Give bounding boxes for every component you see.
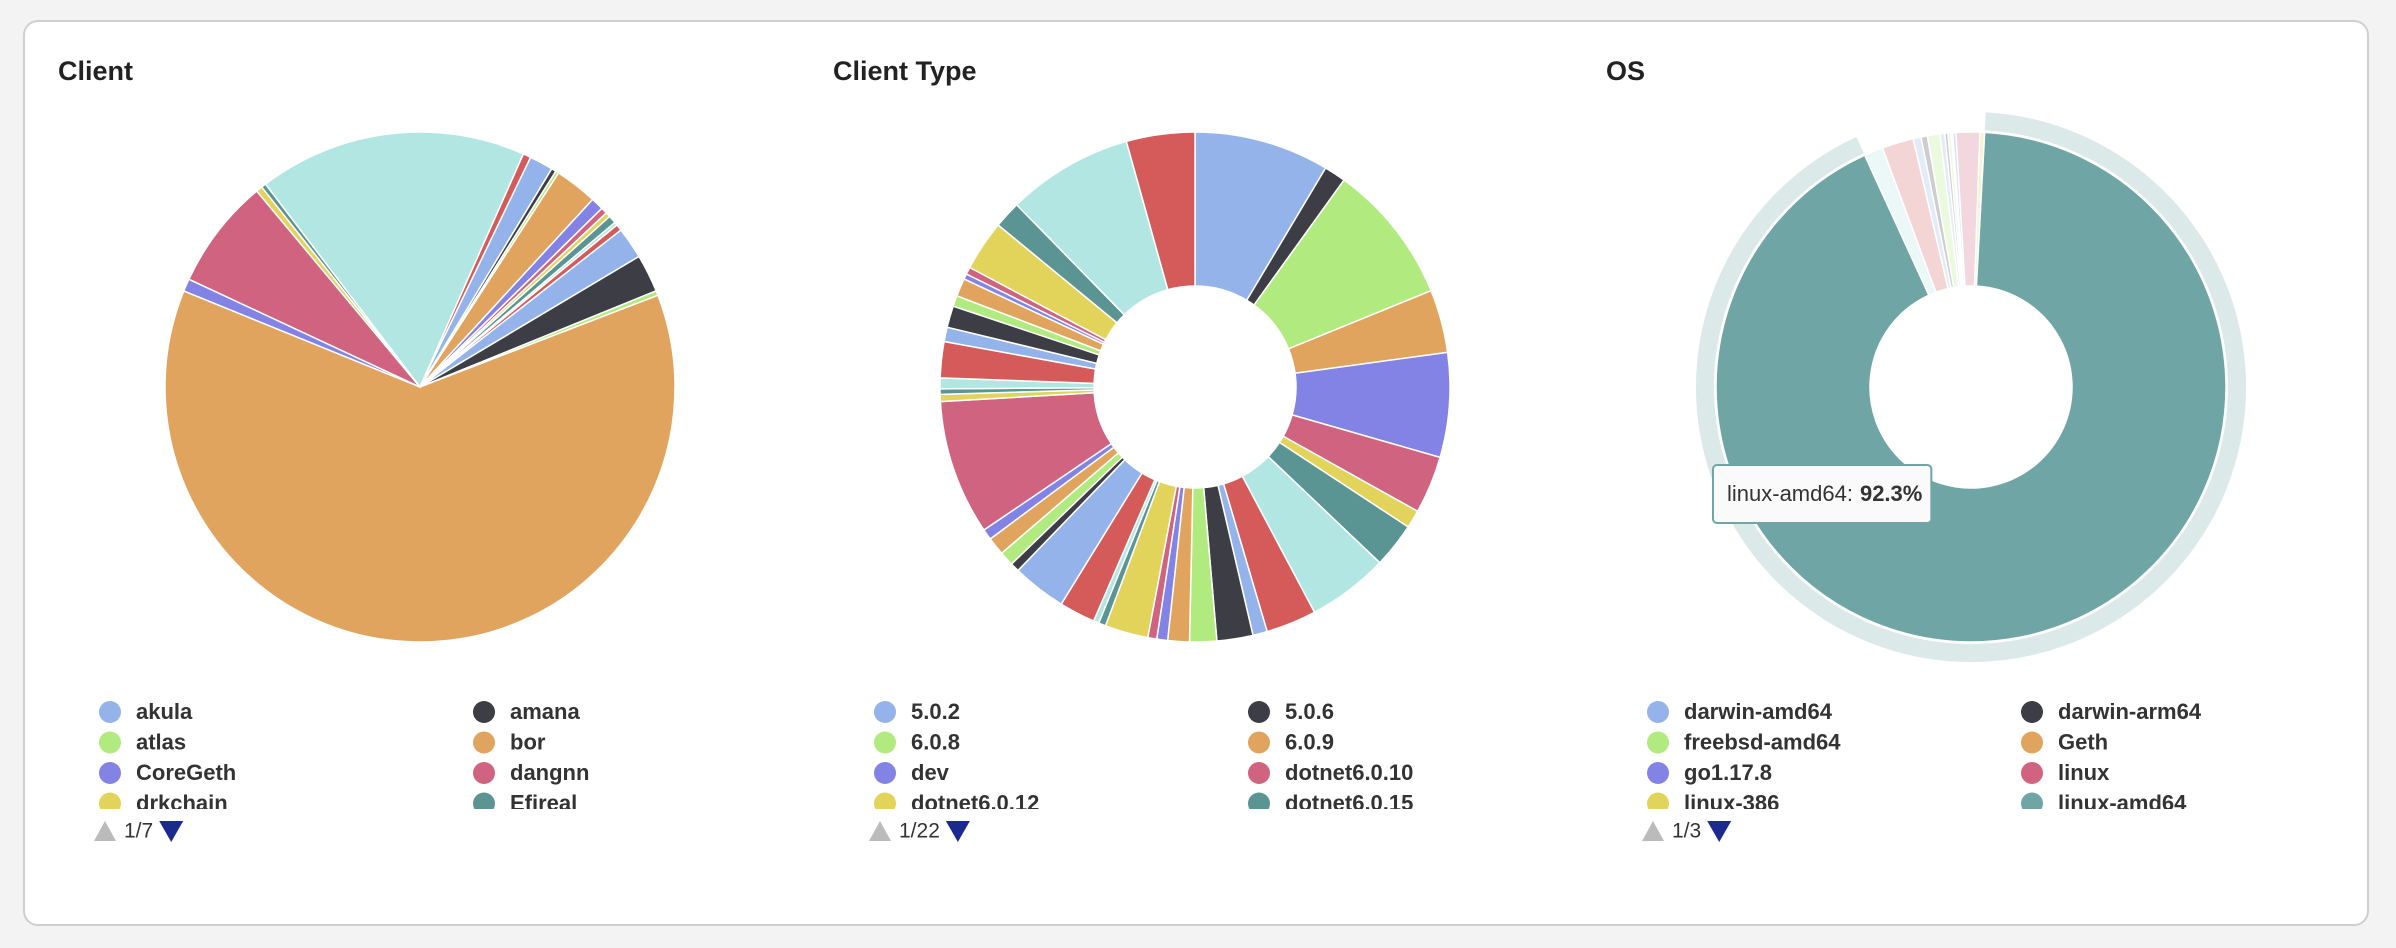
legend-label[interactable]: amana bbox=[510, 699, 580, 724]
legend-marker bbox=[99, 731, 121, 754]
legend-marker bbox=[874, 731, 896, 754]
legend-marker bbox=[1647, 762, 1669, 784]
legend-label[interactable]: 5.0.2 bbox=[911, 699, 960, 724]
chart: Client akula amana atlas bor CoreGeth dangnn dr… bbox=[58, 56, 676, 843]
slice[interactable] bbox=[264, 131, 525, 389]
slice[interactable] bbox=[1881, 137, 1949, 294]
slice[interactable] bbox=[1955, 131, 1981, 287]
slice[interactable] bbox=[1920, 134, 1955, 289]
legend-label[interactable]: 5.0.6 bbox=[1285, 699, 1334, 724]
legend-label[interactable]: dotnet6.0.12 bbox=[911, 790, 1039, 815]
legend-marker bbox=[473, 701, 495, 723]
legend-label[interactable]: akula bbox=[136, 699, 193, 724]
legend-label[interactable]: linux-386 bbox=[1684, 790, 1779, 815]
slice[interactable] bbox=[419, 223, 622, 388]
slice[interactable] bbox=[1951, 131, 1966, 288]
slice[interactable] bbox=[1912, 136, 1953, 290]
pager-down[interactable] bbox=[945, 821, 970, 842]
legend-marker bbox=[874, 701, 896, 723]
legend-label[interactable]: dotnet6.0.10 bbox=[1285, 760, 1413, 785]
legend-marker bbox=[473, 762, 495, 784]
legend-marker bbox=[1248, 731, 1270, 754]
slice[interactable] bbox=[1947, 131, 1964, 288]
chart-title: Client bbox=[58, 56, 133, 86]
legend-marker bbox=[99, 701, 121, 723]
legend-marker bbox=[99, 762, 121, 784]
legend-label[interactable]: dev bbox=[911, 760, 950, 785]
legend: 5.0.2 5.0.6 6.0.8 6.0.9 dev dotnet6.0.10 dotne… bbox=[874, 699, 1413, 815]
pager-up[interactable] bbox=[869, 821, 891, 841]
pager-up[interactable] bbox=[1642, 821, 1664, 841]
legend-label[interactable]: 6.0.9 bbox=[1285, 729, 1334, 754]
chart: OS darwin-amd64 darwin-arm64 freebsd-amd64 G… bbox=[1606, 56, 2246, 843]
legend-label[interactable]: freebsd-amd64 bbox=[1684, 729, 1841, 754]
legend-marker bbox=[2021, 701, 2043, 723]
slice[interactable] bbox=[1939, 132, 1962, 288]
legend-marker bbox=[1248, 762, 1270, 784]
legend-label[interactable]: bor bbox=[510, 729, 546, 754]
slice[interactable] bbox=[1950, 131, 1965, 288]
slice[interactable] bbox=[1863, 146, 1937, 297]
legend-marker bbox=[1647, 701, 1669, 723]
tooltip-text: linux-amd64: 92.3% bbox=[1727, 481, 1922, 506]
legend-marker bbox=[1647, 792, 1669, 809]
legend-label[interactable]: dotnet6.0.15 bbox=[1285, 790, 1413, 815]
legend-marker bbox=[1248, 792, 1270, 809]
legend-label[interactable]: linux bbox=[2058, 760, 2110, 785]
legend-marker bbox=[2021, 762, 2043, 784]
pager-down[interactable] bbox=[159, 821, 184, 842]
legend-marker bbox=[874, 792, 896, 809]
pager-label: 1/3 bbox=[1672, 820, 1701, 843]
pager-up[interactable] bbox=[94, 821, 116, 841]
legend-label[interactable]: 6.0.8 bbox=[911, 729, 960, 754]
tooltip-box bbox=[1712, 464, 1933, 524]
chart-title: Client Type bbox=[833, 56, 977, 86]
legend-label[interactable]: darwin-amd64 bbox=[1684, 699, 1833, 724]
legend-label[interactable]: dangnn bbox=[510, 760, 589, 785]
slice[interactable] bbox=[1943, 132, 1963, 288]
pager-down[interactable] bbox=[1707, 821, 1732, 842]
legend-marker bbox=[473, 792, 495, 809]
chart-title: OS bbox=[1606, 56, 1645, 86]
legend-marker bbox=[1647, 731, 1669, 754]
legend-label[interactable]: Efireal bbox=[510, 790, 577, 815]
legend-marker bbox=[2021, 731, 2043, 754]
tooltip-label: linux-amd64: bbox=[1727, 481, 1853, 506]
pager-label: 1/22 bbox=[899, 820, 940, 843]
legend-label[interactable]: go1.17.8 bbox=[1684, 760, 1772, 785]
legend-marker bbox=[99, 792, 121, 809]
legend-label[interactable]: linux-amd64 bbox=[2058, 790, 2187, 815]
legend-marker bbox=[874, 762, 896, 784]
legend-marker bbox=[2021, 792, 2043, 809]
legend-label[interactable]: CoreGeth bbox=[136, 760, 236, 785]
legend-label[interactable]: darwin-arm64 bbox=[2058, 699, 2202, 724]
legend-marker bbox=[473, 731, 495, 754]
slice[interactable] bbox=[1926, 133, 1960, 289]
slice[interactable] bbox=[164, 290, 676, 643]
slice[interactable] bbox=[1125, 131, 1196, 291]
pager-label: 1/7 bbox=[124, 820, 153, 843]
legend-marker bbox=[1248, 701, 1270, 723]
legend: darwin-amd64 darwin-arm64 freebsd-amd64 Get… bbox=[1647, 699, 2202, 815]
tooltip: linux-amd64: 92.3% bbox=[1712, 464, 1933, 524]
legend: akula amana atlas bor CoreGeth dangnn drkchain… bbox=[99, 699, 589, 815]
tooltip-value: 92.3% bbox=[1860, 481, 1922, 506]
legend-label[interactable]: atlas bbox=[136, 729, 186, 754]
slice[interactable] bbox=[187, 190, 421, 388]
legend-label[interactable]: drkchain bbox=[136, 790, 228, 815]
legend-label[interactable]: Geth bbox=[2058, 729, 2108, 754]
chart: Client Type 5.0.2 5.0.6 6.0.8 6.0.9 dev dotnet… bbox=[833, 56, 1451, 843]
